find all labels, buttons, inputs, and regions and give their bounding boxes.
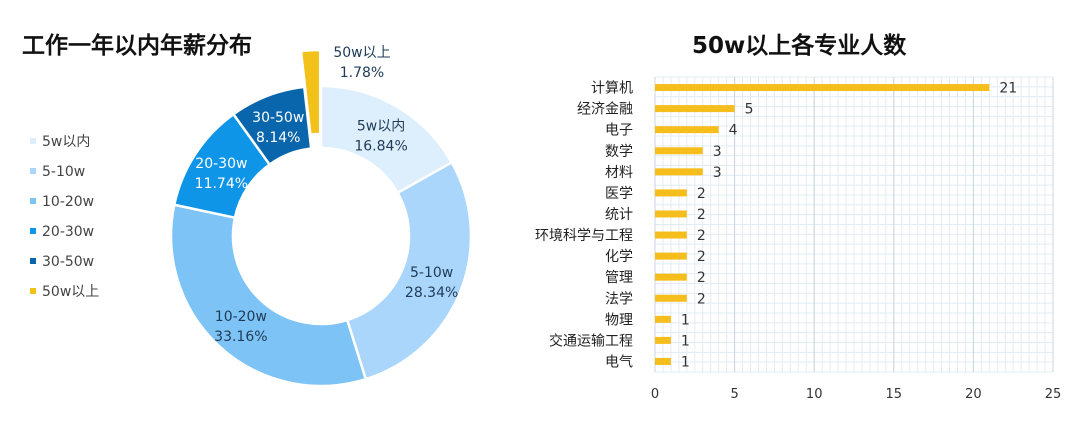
x-tick-label: 20 [965, 387, 982, 402]
bar-category-label: 法学 [605, 291, 633, 307]
bar [655, 294, 687, 302]
legend-label: 5w以内 [42, 134, 90, 150]
slice-label-category: 50w以上 [333, 45, 390, 61]
bar-value-label: 1 [681, 312, 690, 328]
bar [655, 231, 687, 239]
legend-marker [30, 228, 36, 234]
bar-value-label: 2 [697, 186, 706, 202]
bar-value-label: 3 [713, 144, 722, 160]
bar [655, 273, 687, 281]
x-tick-label: 10 [806, 387, 823, 402]
bar-category-label: 化学 [605, 249, 633, 265]
bar [655, 147, 703, 155]
legend-label: 30-50w [42, 254, 94, 270]
bar-value-label: 21 [999, 81, 1017, 97]
slice-label-percent: 16.84% [354, 138, 407, 154]
bar [655, 189, 687, 197]
bar-category-label: 统计 [605, 207, 633, 223]
bar-value-label: 2 [697, 228, 706, 244]
bar [655, 252, 687, 260]
bar [655, 357, 671, 365]
donut-slice [345, 160, 473, 381]
bar-value-label: 2 [697, 207, 706, 223]
bar-category-label: 计算机 [591, 81, 633, 97]
slice-label-category: 30-50w [252, 110, 304, 126]
bar-category-label: 经济金融 [577, 102, 633, 118]
donut-chart-title: 工作一年以内年薪分布 [22, 33, 252, 59]
bar [655, 315, 671, 323]
legend-marker [30, 258, 36, 264]
slice-label-category: 20-30w [195, 156, 247, 172]
bar-category-label: 电子 [605, 123, 633, 139]
bar-value-label: 1 [681, 333, 690, 349]
slice-label-percent: 28.34% [405, 285, 458, 301]
legend-label: 20-30w [42, 224, 94, 240]
bar-grid [654, 76, 1054, 373]
bar [655, 210, 687, 218]
bar-chart-title: 50w以上各专业人数 [692, 33, 907, 59]
bar-value-label: 4 [729, 123, 738, 139]
legend-marker [30, 168, 36, 174]
donut-slice-group [169, 203, 368, 388]
slice-label-percent: 8.14% [256, 130, 300, 146]
donut-legend: 5w以内 5-10w 10-20w 20-30w 30-50w 50w以上 [30, 134, 99, 300]
bar-category-label: 环境科学与工程 [535, 228, 633, 244]
bar [655, 126, 719, 134]
slice-label-percent: 1.78% [340, 65, 384, 81]
bar-category-label: 管理 [605, 270, 633, 286]
bar-category-label: 电气 [605, 354, 633, 370]
x-tick-label: 15 [886, 387, 903, 402]
bar-value-label: 2 [697, 270, 706, 286]
x-tick-label: 25 [1045, 387, 1062, 402]
donut-chart: 5w以内 16.84% 5-10w 28.34% 10-20w 33.16% 20-30w 1… [169, 45, 473, 388]
bar-value-label: 3 [713, 165, 722, 181]
slice-label-category: 5w以内 [357, 118, 405, 134]
donut-slice-group [299, 48, 322, 136]
legend-label: 50w以上 [42, 284, 99, 300]
bar-value-label: 5 [745, 102, 754, 118]
bar-category-label: 医学 [605, 186, 633, 202]
slice-label-category: 10-20w [215, 309, 267, 325]
bar-value-label: 1 [681, 354, 690, 370]
bar-category-label: 物理 [605, 312, 633, 328]
bar-value-label: 2 [697, 249, 706, 265]
bar [655, 168, 703, 176]
bar-category-label: 交通运输工程 [549, 332, 633, 349]
bar-category-label: 数学 [605, 144, 633, 160]
bar [655, 84, 990, 92]
legend-marker [30, 198, 36, 204]
legend-marker [30, 138, 36, 144]
donut-slice-group [345, 160, 473, 381]
slice-label-percent: 33.16% [214, 329, 267, 345]
slice-label-category: 5-10w [410, 265, 453, 281]
x-tick-label: 0 [651, 387, 659, 402]
legend-label: 10-20w [42, 194, 94, 210]
legend-marker [30, 288, 36, 294]
bar [655, 105, 735, 113]
slice-label-percent: 11.74% [195, 176, 248, 192]
legend-label: 5-10w [42, 164, 85, 180]
bar-value-label: 2 [697, 291, 706, 307]
bar [655, 336, 671, 344]
donut-slice [169, 203, 368, 388]
x-tick-label: 5 [730, 387, 738, 402]
donut-slice [299, 48, 322, 136]
bar-category-label: 材料 [605, 165, 633, 181]
